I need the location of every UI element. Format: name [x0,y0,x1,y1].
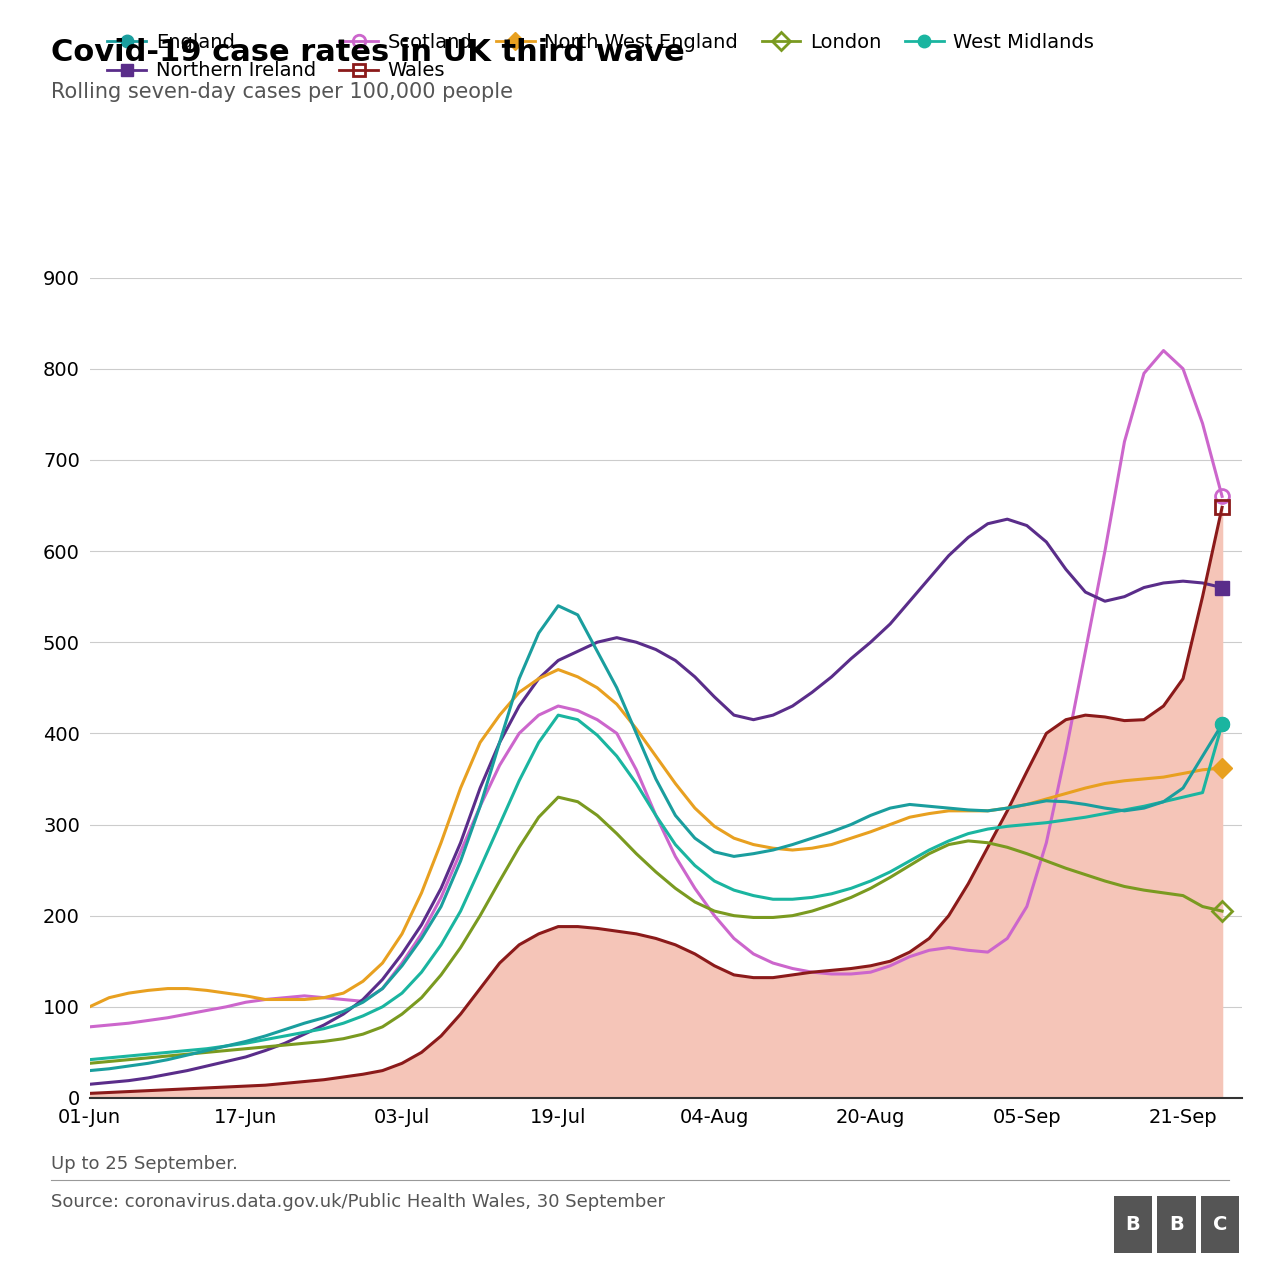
FancyBboxPatch shape [1157,1196,1196,1252]
Text: Rolling seven-day cases per 100,000 people: Rolling seven-day cases per 100,000 peop… [51,82,513,102]
Legend: England, Northern Ireland, Scotland, Wales, North West England, London, West Mid: England, Northern Ireland, Scotland, Wal… [100,25,1102,88]
Text: C: C [1212,1214,1228,1234]
Text: Covid-19 case rates in UK third wave: Covid-19 case rates in UK third wave [51,38,685,67]
Text: Up to 25 September.: Up to 25 September. [51,1155,238,1172]
Text: Source: coronavirus.data.gov.uk/Public Health Wales, 30 September: Source: coronavirus.data.gov.uk/Public H… [51,1193,666,1210]
Text: B: B [1169,1214,1184,1234]
FancyBboxPatch shape [1114,1196,1152,1252]
FancyBboxPatch shape [1201,1196,1239,1252]
Text: B: B [1125,1214,1140,1234]
